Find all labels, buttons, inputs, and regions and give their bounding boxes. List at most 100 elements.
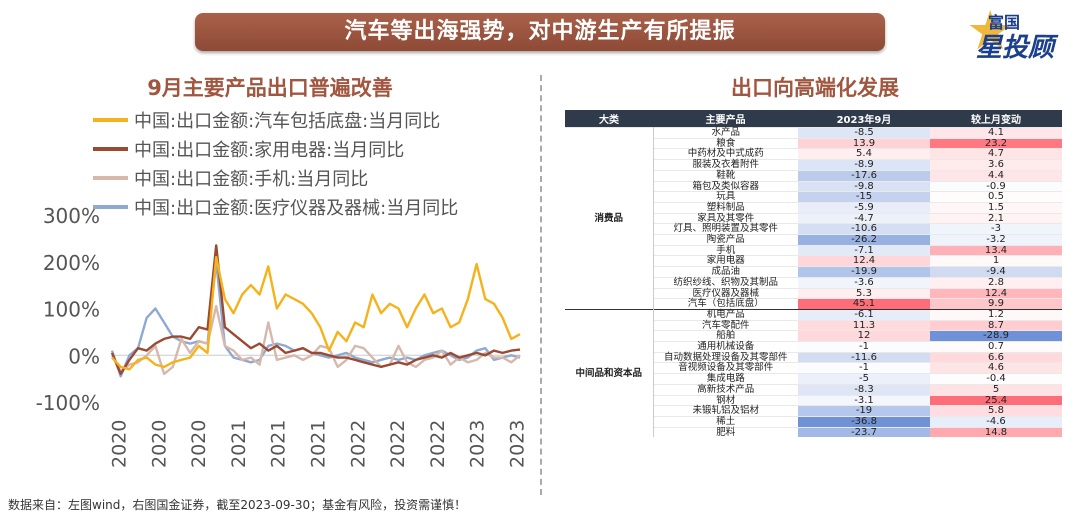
change-cell: -28.9 bbox=[930, 330, 1062, 342]
value-cell: 12 bbox=[798, 330, 930, 342]
value-cell: -11.6 bbox=[798, 351, 930, 363]
x-tick-label: 2021 bbox=[228, 420, 250, 468]
series-line bbox=[110, 304, 521, 376]
value-cell: -23.7 bbox=[798, 426, 930, 438]
y-tick-label: 300% bbox=[43, 204, 100, 228]
product-cell: 机电产品 bbox=[653, 308, 798, 321]
table-row: 箱包及类似容器 -9.8 -0.9 bbox=[565, 180, 1062, 192]
table-row: 音视频设备及其零部件 -1 4.6 bbox=[565, 362, 1062, 374]
table-row: 中药材及中式成药 5.4 4.7 bbox=[565, 148, 1062, 160]
value-cell: 13.9 bbox=[798, 137, 930, 149]
change-cell: -0.9 bbox=[930, 180, 1062, 192]
export-table: 大类 主要产品 2023年9月 较上月变动 消费品 水产品 -8.5 4.1 粮食 13.9 23… bbox=[565, 110, 1062, 438]
value-cell: -5.9 bbox=[798, 201, 930, 214]
x-tick-label: 2021 bbox=[268, 420, 290, 468]
table-row: 粮食 13.9 23.2 bbox=[565, 137, 1062, 149]
product-cell: 船舶 bbox=[653, 330, 798, 342]
product-cell: 服装及衣着附件 bbox=[653, 159, 798, 171]
value-cell: 45.1 bbox=[798, 298, 930, 310]
source-note: 数据来自：左图wind，右图国金证券，截至2023-09-30；基金有风险，投资… bbox=[8, 498, 467, 512]
change-cell: 4.6 bbox=[930, 362, 1062, 374]
value-cell: -8.3 bbox=[798, 383, 930, 396]
change-cell: 2.8 bbox=[930, 276, 1062, 289]
y-tick-label: -100% bbox=[36, 391, 100, 415]
product-cell: 灯具、照明装置及其零件 bbox=[653, 223, 798, 235]
change-cell: -3.2 bbox=[930, 234, 1062, 246]
change-cell: 1.5 bbox=[930, 201, 1062, 214]
table-row: 塑料制品 -5.9 1.5 bbox=[565, 201, 1062, 214]
product-cell: 中药材及中式成药 bbox=[653, 148, 798, 160]
table-row: 钢材 -3.1 25.4 bbox=[565, 394, 1062, 406]
table-row: 成品油 -19.9 -9.4 bbox=[565, 266, 1062, 278]
table-row: 灯具、照明装置及其零件 -10.6 -3 bbox=[565, 223, 1062, 235]
change-cell: 4.1 bbox=[930, 127, 1062, 139]
table-row: 鞋靴 -17.6 4.4 bbox=[565, 169, 1062, 182]
change-cell: 14.8 bbox=[930, 426, 1062, 438]
product-cell: 稀土 bbox=[653, 415, 798, 428]
series-line bbox=[110, 244, 521, 376]
x-tick-label: 2022 bbox=[387, 420, 409, 468]
change-cell: 0.7 bbox=[930, 341, 1062, 353]
table-row: 玩具 -15 0.5 bbox=[565, 191, 1062, 203]
y-tick-label: 0% bbox=[68, 344, 100, 368]
table-row: 中间品和资本品 机电产品 -6.1 1.2 bbox=[565, 308, 1062, 438]
star-icon: ★ bbox=[966, 0, 1015, 62]
legend-label: 中国:出口金额:手机:当月同比 bbox=[134, 169, 368, 190]
change-cell: 9.9 bbox=[930, 298, 1062, 310]
product-cell: 医疗仪器及器械 bbox=[653, 287, 798, 299]
product-cell: 粮食 bbox=[653, 137, 798, 149]
table-row: 自动数据处理设备及其零部件 -11.6 6.6 bbox=[565, 351, 1062, 363]
value-cell: -15 bbox=[798, 191, 930, 203]
value-cell: -10.6 bbox=[798, 223, 930, 235]
change-cell: 0.5 bbox=[930, 191, 1062, 203]
value-cell: -5 bbox=[798, 373, 930, 385]
x-tick-label: 2020 bbox=[148, 420, 170, 468]
value-cell: -1 bbox=[798, 341, 930, 353]
change-cell: 23.2 bbox=[930, 137, 1062, 149]
value-cell: -3.6 bbox=[798, 276, 930, 289]
product-cell: 鞋靴 bbox=[653, 169, 798, 182]
table-row: 肥料 -23.7 14.8 bbox=[565, 426, 1062, 438]
table-row: 服装及衣着附件 -8.9 3.6 bbox=[565, 159, 1062, 171]
series-line bbox=[111, 255, 521, 371]
product-cell: 通用机械设备 bbox=[653, 341, 798, 353]
table-row: 医疗仪器及器械 5.3 12.4 bbox=[565, 287, 1062, 299]
change-cell: 5.8 bbox=[930, 405, 1062, 417]
value-cell: -7.1 bbox=[798, 244, 930, 256]
change-cell: 6.6 bbox=[930, 351, 1062, 363]
change-cell: 8.7 bbox=[930, 319, 1062, 331]
product-cell: 钢材 bbox=[653, 394, 798, 406]
product-cell: 高新技术产品 bbox=[653, 383, 798, 396]
product-cell: 汽车（包括底盘） bbox=[653, 298, 798, 310]
product-cell: 家用电器 bbox=[653, 255, 798, 267]
change-cell: -3 bbox=[930, 223, 1062, 235]
value-cell: -17.6 bbox=[798, 169, 930, 182]
product-cell: 自动数据处理设备及其零部件 bbox=[653, 351, 798, 363]
legend-label: 中国:出口金额:医疗仪器及器械:当月同比 bbox=[134, 198, 458, 219]
value-cell: -19.9 bbox=[798, 266, 930, 278]
line-chart-title: 9月主要产品出口普遍改善 bbox=[147, 76, 393, 100]
change-cell: 4.7 bbox=[930, 148, 1062, 160]
logo-top-text: 富国 bbox=[988, 13, 1021, 32]
product-cell: 汽车零配件 bbox=[653, 319, 798, 331]
column-header: 大类 bbox=[565, 110, 653, 128]
table-title: 出口向高端化发展 bbox=[731, 76, 899, 100]
value-cell: -3.1 bbox=[798, 394, 930, 406]
product-cell: 成品油 bbox=[653, 266, 798, 278]
change-cell: 1.2 bbox=[930, 308, 1062, 321]
value-cell: -6.1 bbox=[798, 308, 930, 321]
logo-main-text: 星投顾 bbox=[976, 33, 1055, 63]
value-cell: -26.2 bbox=[798, 234, 930, 246]
value-cell: 5.4 bbox=[798, 148, 930, 160]
value-cell: 5.3 bbox=[798, 287, 930, 299]
column-header: 2023年9月 bbox=[798, 110, 930, 128]
table-header-row: 大类 主要产品 2023年9月 较上月变动 bbox=[565, 110, 1062, 128]
product-cell: 箱包及类似容器 bbox=[653, 180, 798, 192]
x-tick-label: 2023 bbox=[467, 420, 489, 468]
value-cell: -19 bbox=[798, 405, 930, 417]
product-cell: 水产品 bbox=[653, 127, 798, 139]
change-cell: 12.4 bbox=[930, 287, 1062, 299]
value-cell: 12.4 bbox=[798, 255, 930, 267]
change-cell: 5 bbox=[930, 383, 1062, 396]
y-tick-label: 100% bbox=[43, 298, 100, 322]
